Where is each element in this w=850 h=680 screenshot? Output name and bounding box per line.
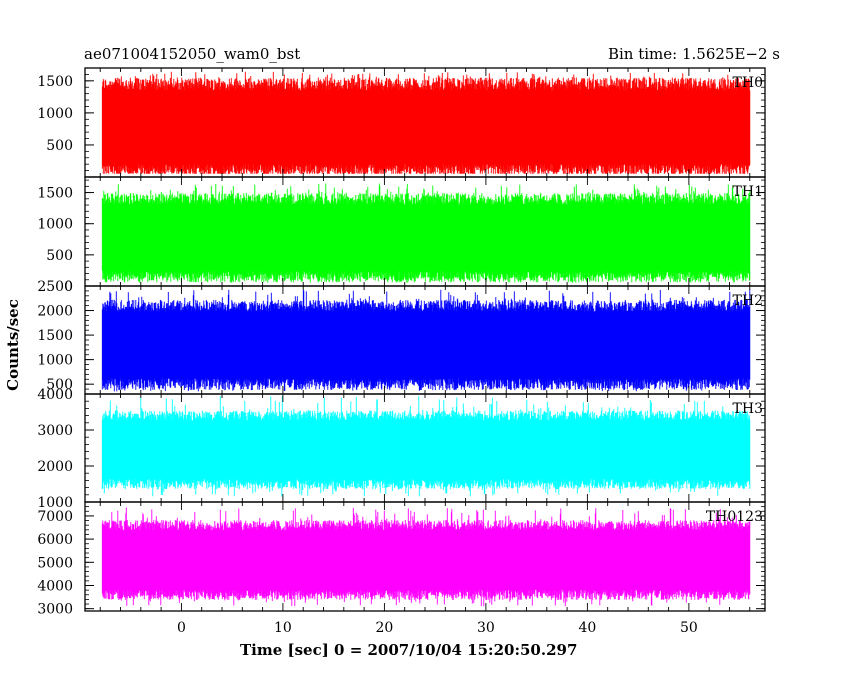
y-tick-label: 500 [46, 377, 73, 393]
y-tick-label: 1500 [37, 186, 73, 202]
y-tick-label: 3000 [37, 423, 73, 439]
panel-label-th2: TH2 [733, 293, 763, 309]
x-tick-label: 40 [578, 620, 596, 636]
y-tick-label: 4000 [37, 387, 73, 403]
y-tick-label: 1000 [37, 495, 73, 511]
x-tick-label: 30 [477, 620, 495, 636]
series-core-th0 [102, 108, 750, 154]
plot-title: ae071004152050_wam0_bst [84, 45, 301, 63]
x-tick-label: 10 [274, 620, 292, 636]
x-tick-label: 50 [680, 620, 698, 636]
y-tick-label: 1500 [37, 328, 73, 344]
panel-label-th1: TH1 [733, 184, 763, 200]
y-tick-label: 2500 [37, 279, 73, 295]
y-tick-label: 1000 [37, 106, 73, 122]
series-core-th2 [102, 327, 750, 369]
y-tick-label: 5000 [37, 555, 73, 571]
y-tick-label: 500 [46, 248, 73, 264]
y-tick-label: 6000 [37, 532, 73, 548]
y-tick-label: 1000 [37, 353, 73, 369]
y-tick-label: 7000 [37, 509, 73, 525]
y-tick-label: 1000 [37, 217, 73, 233]
panel-label-th0: TH0 [733, 75, 763, 91]
y-tick-label: 2000 [37, 459, 73, 475]
y-tick-label: 2000 [37, 304, 73, 320]
x-tick-label: 0 [177, 620, 186, 636]
bin-time-label: Bin time: 1.5625E−2 s [607, 45, 780, 63]
y-axis-label: Counts/sec [4, 299, 22, 391]
panel-label-th0123: TH0123 [706, 509, 763, 525]
panel-label-th3: TH3 [733, 401, 763, 417]
y-tick-label: 1500 [37, 74, 73, 90]
y-tick-label: 3000 [37, 602, 73, 618]
y-tick-label: 500 [46, 138, 73, 154]
series-core-th3 [102, 434, 750, 471]
y-tick-label: 0 [64, 279, 73, 295]
y-tick-label: 4000 [37, 578, 73, 594]
x-tick-label: 20 [375, 620, 393, 636]
x-axis-label: Time [sec] 0 = 2007/10/04 15:20:50.297 [240, 641, 578, 659]
series-core-th1 [102, 220, 750, 262]
series-core-th0123 [102, 544, 750, 581]
